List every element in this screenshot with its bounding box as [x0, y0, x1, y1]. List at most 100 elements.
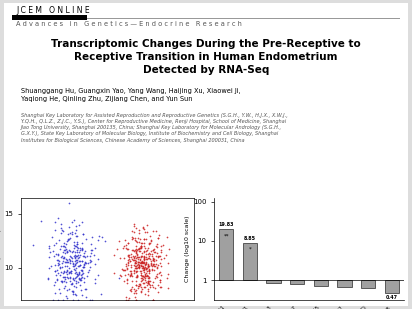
Point: [45, 275, 52, 280]
Point: [143, 252, 149, 256]
Point: [150, 228, 156, 233]
Point: [136, 246, 142, 251]
Point: [133, 297, 139, 302]
Point: [73, 244, 79, 249]
Point: [134, 274, 140, 279]
Point: [140, 248, 147, 253]
Point: [131, 248, 137, 253]
Point: [69, 262, 76, 267]
Point: [158, 243, 164, 248]
Point: [124, 265, 131, 270]
Point: [140, 237, 147, 242]
Point: [132, 253, 138, 258]
Point: [75, 271, 82, 276]
Point: [147, 263, 154, 268]
Point: [158, 256, 164, 261]
Point: [60, 271, 67, 276]
Point: [145, 245, 152, 250]
Point: [96, 233, 102, 238]
Point: [139, 274, 145, 279]
Point: [150, 279, 157, 284]
Point: [63, 241, 69, 246]
Point: [81, 262, 87, 267]
Point: [149, 283, 155, 288]
Point: [87, 297, 94, 302]
Point: [70, 239, 77, 244]
Point: [140, 254, 147, 259]
Point: [145, 281, 151, 286]
Point: [77, 245, 84, 250]
Point: [139, 253, 145, 258]
Point: [129, 247, 136, 252]
Point: [140, 224, 146, 229]
Point: [143, 230, 150, 235]
Point: [136, 283, 143, 288]
Point: [77, 277, 84, 282]
Point: [61, 275, 67, 280]
Point: [77, 277, 84, 282]
Point: [63, 250, 70, 255]
Point: [75, 259, 82, 264]
Point: [138, 273, 145, 277]
Point: [58, 253, 65, 258]
Point: [63, 249, 70, 254]
Point: [145, 251, 151, 256]
Point: [52, 290, 59, 295]
Point: [55, 286, 62, 291]
Point: [139, 241, 145, 246]
Point: [128, 273, 134, 278]
Point: [145, 281, 152, 286]
Point: [61, 255, 67, 260]
Point: [152, 254, 159, 259]
Point: [138, 270, 145, 275]
Text: J C E M   O N L I N E: J C E M O N L I N E: [16, 6, 90, 15]
Point: [124, 253, 131, 258]
Point: [133, 265, 140, 270]
Point: [125, 258, 132, 263]
Point: [70, 277, 77, 282]
Point: [97, 292, 104, 297]
Point: [149, 268, 156, 273]
Point: [61, 285, 67, 290]
Point: [64, 271, 71, 276]
Point: [152, 249, 158, 254]
Point: [158, 273, 164, 278]
Point: [138, 260, 145, 265]
Point: [123, 262, 129, 267]
Point: [84, 269, 91, 274]
Point: [140, 268, 147, 273]
Point: [127, 259, 133, 264]
Point: [80, 265, 87, 270]
Point: [133, 226, 140, 231]
Point: [54, 263, 61, 268]
Point: [147, 258, 154, 263]
Point: [140, 256, 147, 260]
Point: [135, 284, 141, 289]
Point: [89, 297, 96, 302]
Point: [92, 245, 99, 250]
Point: [136, 282, 143, 287]
Point: [54, 216, 61, 221]
Point: [68, 281, 75, 286]
Point: [48, 264, 54, 269]
Point: [136, 249, 142, 254]
Point: [86, 265, 93, 269]
Point: [60, 250, 66, 255]
Point: [79, 246, 86, 251]
Point: [66, 260, 73, 265]
Point: [58, 269, 64, 274]
Point: [77, 259, 84, 264]
Point: [139, 276, 146, 281]
Point: [140, 273, 146, 278]
Point: [61, 247, 67, 252]
Point: [123, 295, 129, 300]
Point: [71, 230, 78, 235]
Point: [133, 268, 140, 273]
Point: [133, 243, 139, 248]
Point: [143, 267, 150, 272]
Point: [55, 270, 61, 275]
Point: [127, 274, 133, 279]
Point: [158, 248, 164, 252]
Point: [88, 258, 95, 263]
Point: [71, 263, 78, 268]
